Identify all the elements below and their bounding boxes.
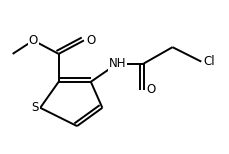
Text: NH: NH xyxy=(108,57,125,70)
Text: O: O xyxy=(86,34,95,47)
Text: O: O xyxy=(29,34,38,47)
Text: O: O xyxy=(145,83,155,96)
Text: S: S xyxy=(32,101,39,114)
Text: Cl: Cl xyxy=(203,55,214,68)
